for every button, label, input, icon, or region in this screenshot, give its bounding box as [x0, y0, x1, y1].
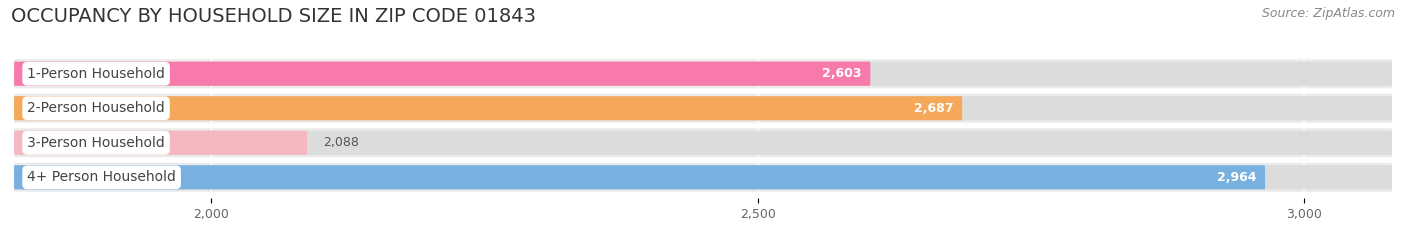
Text: 2,603: 2,603 — [823, 67, 862, 80]
Text: Source: ZipAtlas.com: Source: ZipAtlas.com — [1261, 7, 1395, 20]
Text: 4+ Person Household: 4+ Person Household — [27, 170, 176, 184]
FancyBboxPatch shape — [14, 131, 307, 155]
FancyBboxPatch shape — [14, 96, 1392, 120]
Text: 2,088: 2,088 — [323, 136, 360, 149]
FancyBboxPatch shape — [14, 62, 1392, 86]
FancyBboxPatch shape — [14, 94, 1392, 123]
FancyBboxPatch shape — [14, 165, 1392, 189]
Text: 2-Person Household: 2-Person Household — [27, 101, 165, 115]
FancyBboxPatch shape — [14, 59, 1392, 88]
FancyBboxPatch shape — [14, 131, 1392, 155]
Text: 1-Person Household: 1-Person Household — [27, 67, 165, 81]
FancyBboxPatch shape — [14, 96, 962, 120]
FancyBboxPatch shape — [14, 62, 870, 86]
Text: 2,964: 2,964 — [1216, 171, 1257, 184]
Text: 2,687: 2,687 — [914, 102, 953, 115]
FancyBboxPatch shape — [14, 165, 1265, 189]
Text: 3-Person Household: 3-Person Household — [27, 136, 165, 150]
FancyBboxPatch shape — [14, 163, 1392, 192]
Text: OCCUPANCY BY HOUSEHOLD SIZE IN ZIP CODE 01843: OCCUPANCY BY HOUSEHOLD SIZE IN ZIP CODE … — [11, 7, 536, 26]
FancyBboxPatch shape — [14, 128, 1392, 157]
